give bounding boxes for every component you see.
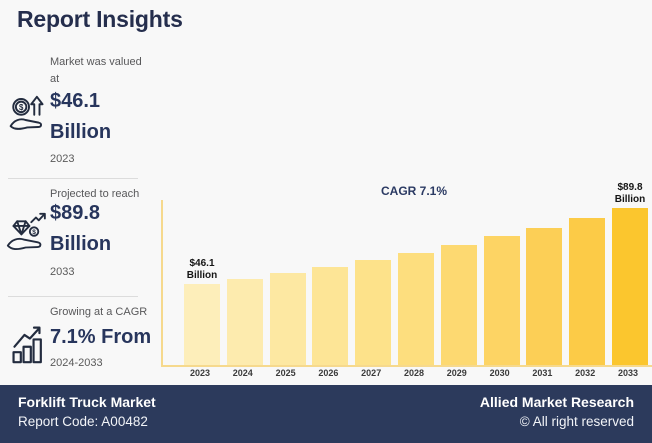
stat-value-line2: Billion xyxy=(50,233,112,255)
bar-2030 xyxy=(483,236,520,365)
bar-2032 xyxy=(569,218,606,365)
stat-period: 2023 xyxy=(50,153,75,165)
footer-left: Forklift Truck Market Report Code: A0048… xyxy=(18,394,156,429)
svg-text:$: $ xyxy=(32,229,36,236)
svg-text:$: $ xyxy=(19,103,24,112)
x-tick-2024: 2024 xyxy=(232,368,253,378)
x-tick-2023: 2023 xyxy=(189,368,211,378)
stat-value-line1: $46.1 xyxy=(50,90,101,112)
stat-value-line1: $89.8 xyxy=(50,202,101,224)
stat-label: Projected to reach xyxy=(50,188,140,200)
x-tick-2026: 2026 xyxy=(318,368,339,378)
x-tick-2032: 2032 xyxy=(575,368,596,378)
x-tick-2033: 2033 xyxy=(617,368,639,378)
bar-2033 xyxy=(612,208,648,365)
x-tick-2025: 2025 xyxy=(275,368,296,378)
footer-report-title: Forklift Truck Market xyxy=(18,394,156,410)
x-tick-2027: 2027 xyxy=(361,368,382,378)
chart-cagr-label: CAGR 7.1% xyxy=(381,184,448,198)
x-tick-2029: 2029 xyxy=(446,368,467,378)
growth-bars-icon xyxy=(9,324,49,364)
bar-2024 xyxy=(226,279,263,365)
bar-2031 xyxy=(526,228,563,365)
hand-diamond-icon: $ xyxy=(5,210,50,255)
footer-bar: Forklift Truck Market Report Code: A0048… xyxy=(0,385,652,443)
bar-2028 xyxy=(398,253,434,365)
bar-2026 xyxy=(312,267,349,365)
bar-2023 xyxy=(184,284,220,365)
bar-2029 xyxy=(440,245,477,365)
bar-value-label-2023: $46.1 Billion xyxy=(186,258,218,281)
stat-label: Growing at a CAGR xyxy=(50,306,148,318)
stat-period: 2024-2033 xyxy=(50,357,103,369)
x-tick-2030: 2030 xyxy=(489,368,510,378)
bar-value-label-2033: $89.8 Billion xyxy=(614,182,646,205)
bar-2025 xyxy=(269,273,306,365)
stat-period: 2033 xyxy=(50,266,75,278)
stat-label: Market was valued at xyxy=(50,56,142,86)
bar-chart-plot: $46.1 Billion $89.8 Billion xyxy=(161,182,652,367)
hand-coin-arrow-icon: $ xyxy=(8,92,50,134)
x-tick-2028: 2028 xyxy=(403,368,425,378)
footer-report-code: Report Code: A00482 xyxy=(18,414,148,429)
x-tick-2031: 2031 xyxy=(532,368,553,378)
footer-brand: Allied Market Research xyxy=(479,394,634,410)
bar-chart-x-axis: 2023 2024 2025 2026 2027 2028 2029 2030 2031 2032… xyxy=(161,368,650,380)
page-title: Report Insights xyxy=(17,6,183,32)
stat-value-line2: Billion xyxy=(50,121,112,143)
bar-2027 xyxy=(355,260,392,365)
divider xyxy=(8,296,138,297)
footer-right: Allied Market Research © All right reser… xyxy=(480,394,634,429)
stat-value-line1: 7.1% From xyxy=(50,326,152,348)
divider xyxy=(8,178,138,179)
footer-copyright: © All right reserved xyxy=(519,414,634,429)
